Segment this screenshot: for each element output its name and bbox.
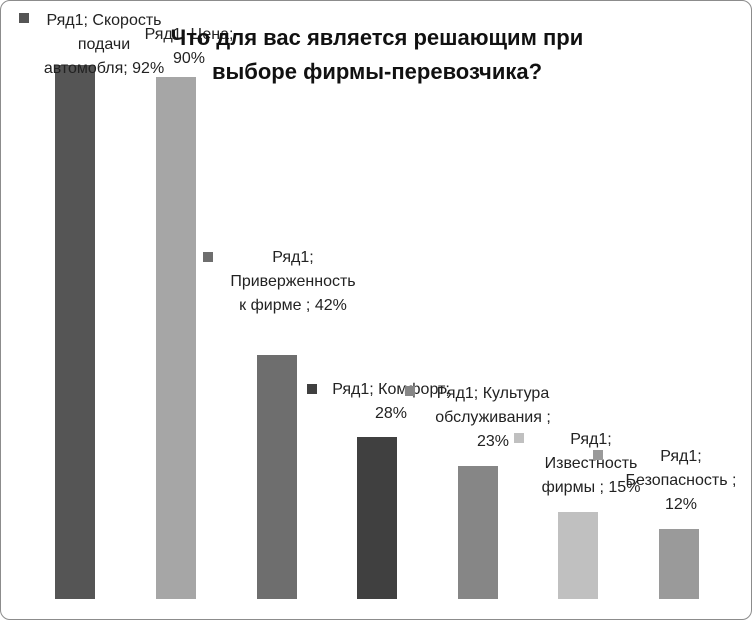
bar: [458, 465, 498, 599]
legend-key: [19, 13, 29, 23]
data-label: Ряд1; Безопасность ; 12%: [625, 448, 737, 513]
data-label: Ряд1; Цена; 90%: [144, 26, 234, 67]
data-label: Ряд1; Комфорт; 28%: [332, 381, 450, 422]
bar: [257, 355, 297, 599]
bar: [558, 512, 598, 599]
bar: [659, 529, 699, 599]
bar: [55, 65, 95, 599]
legend-key: [514, 433, 524, 443]
bar: [357, 436, 397, 599]
data-label: Ряд1; Скорость подачи автомобля; 92%: [43, 12, 165, 77]
chart-title: Что для вас является решающим при выборе…: [170, 25, 584, 84]
data-label: Ряд1; Приверженность к фирме ; 42%: [230, 249, 356, 314]
bar: [156, 77, 196, 599]
legend-key: [405, 386, 415, 396]
legend-key: [307, 384, 317, 394]
data-label: Ряд1; Культура обслуживания ; 23%: [435, 385, 551, 450]
legend-key: [203, 252, 213, 262]
data-label: Ряд1; Известность фирмы ; 15%: [541, 431, 641, 496]
legend-key: [593, 450, 603, 460]
